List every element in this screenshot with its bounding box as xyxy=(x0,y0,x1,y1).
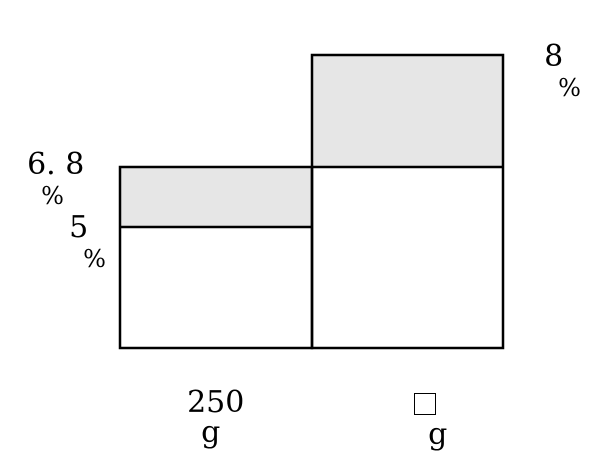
right-outer-rectangle xyxy=(310,53,505,350)
left-shaded-strip xyxy=(120,167,312,227)
right-shaded-strip xyxy=(312,55,503,167)
left-top-percent-unit: % xyxy=(41,182,64,210)
left-weight-label: 250 g xyxy=(168,358,244,448)
left-weight-unit: g xyxy=(201,415,221,450)
left-bottom-percent-label: 5 % xyxy=(50,183,106,273)
left-top-percent-value: 6. 8 xyxy=(27,147,85,182)
right-percent-value: 8 xyxy=(544,39,564,74)
right-percent-label: 8 % xyxy=(525,12,581,102)
left-top-percent-label: 6. 8 % xyxy=(8,120,84,210)
right-weight-label: g xyxy=(395,360,447,450)
blank-square-icon xyxy=(414,393,437,415)
right-percent-unit: % xyxy=(558,74,581,102)
area-diagram xyxy=(118,53,505,350)
left-bottom-percent-unit: % xyxy=(83,245,106,273)
right-weight-unit: g xyxy=(428,417,448,452)
left-bottom-percent-value: 5 xyxy=(69,210,89,245)
